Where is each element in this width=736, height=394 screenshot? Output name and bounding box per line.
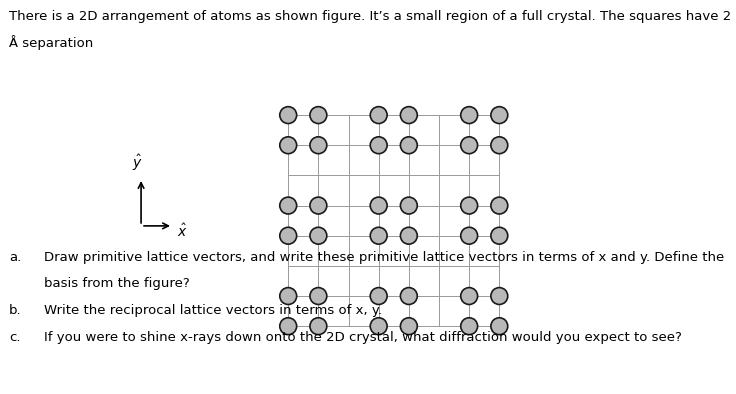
Text: b.: b. [9,304,21,317]
Circle shape [280,318,297,335]
Circle shape [370,137,387,154]
Text: $\hat{y}$: $\hat{y}$ [132,152,143,173]
Circle shape [491,197,508,214]
Circle shape [310,227,327,244]
Circle shape [400,137,417,154]
Circle shape [491,318,508,335]
Circle shape [370,197,387,214]
Circle shape [461,318,478,335]
Text: basis from the figure?: basis from the figure? [44,277,190,290]
Text: Å separation: Å separation [9,35,93,50]
Circle shape [461,227,478,244]
Circle shape [400,288,417,305]
Text: Write the reciprocal lattice vectors in terms of x, y.: Write the reciprocal lattice vectors in … [44,304,382,317]
Circle shape [461,137,478,154]
Circle shape [370,318,387,335]
Circle shape [280,227,297,244]
Circle shape [461,107,478,124]
Text: $\hat{x}$: $\hat{x}$ [177,223,188,240]
Circle shape [370,227,387,244]
Circle shape [491,288,508,305]
Circle shape [280,137,297,154]
Circle shape [370,107,387,124]
Circle shape [491,227,508,244]
Circle shape [491,107,508,124]
Circle shape [370,288,387,305]
Circle shape [461,288,478,305]
Text: a.: a. [9,251,21,264]
Text: c.: c. [9,331,21,344]
Circle shape [310,197,327,214]
Circle shape [400,107,417,124]
Text: There is a 2D arrangement of atoms as shown figure. It’s a small region of a ful: There is a 2D arrangement of atoms as sh… [9,10,731,23]
Circle shape [491,137,508,154]
Circle shape [280,197,297,214]
Circle shape [400,227,417,244]
Circle shape [280,107,297,124]
Circle shape [310,107,327,124]
Circle shape [280,288,297,305]
Circle shape [400,318,417,335]
Text: If you were to shine x-rays down onto the 2D crystal, what diffraction would you: If you were to shine x-rays down onto th… [44,331,682,344]
Circle shape [310,137,327,154]
Circle shape [400,197,417,214]
Circle shape [310,288,327,305]
Text: Draw primitive lattice vectors, and write these primitive lattice vectors in ter: Draw primitive lattice vectors, and writ… [44,251,724,264]
Circle shape [461,197,478,214]
Circle shape [310,318,327,335]
